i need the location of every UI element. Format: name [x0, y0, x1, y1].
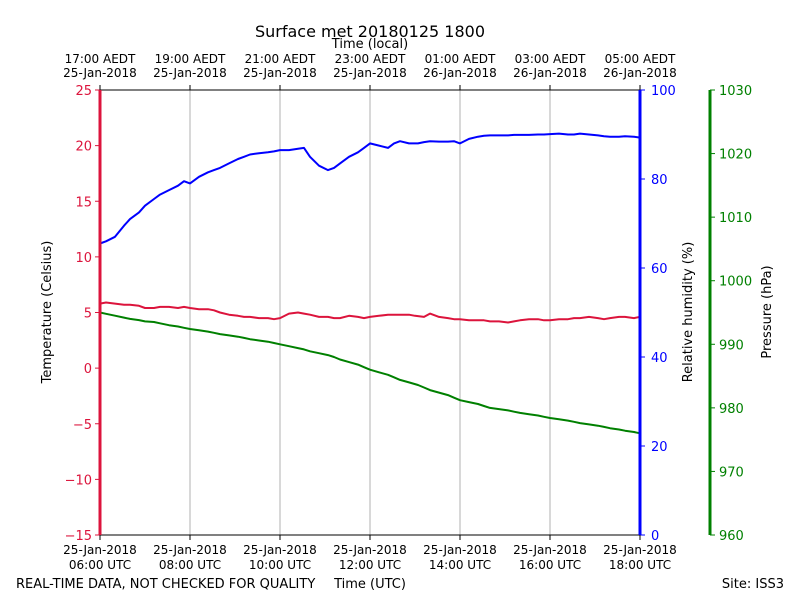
- top-tick-time: 17:00 AEDT: [65, 52, 136, 66]
- temperature-axis-label: Temperature (Celsius): [40, 241, 55, 385]
- bottom-tick-date: 25-Jan-2018: [333, 543, 407, 557]
- bottom-tick-date: 25-Jan-2018: [423, 543, 497, 557]
- site-label: Site: ISS3: [722, 577, 784, 592]
- humidity-axis-label: Relative humidity (%): [681, 242, 696, 383]
- x-axis-label: Time (UTC): [333, 577, 406, 592]
- humidity-tick-label: 0: [651, 529, 659, 544]
- axes: 25 20 15 10 5 0 −5 −10 −15 100 80 60 40 20 0 1030 1020 10…: [65, 84, 753, 544]
- series-layer: [99, 132, 641, 435]
- humidity-tick-label: 40: [651, 351, 668, 366]
- top-tick-date: 26-Jan-2018: [423, 66, 497, 80]
- temperature-tick-label: 15: [75, 195, 92, 210]
- bottom-tick-date: 25-Jan-2018: [243, 543, 317, 557]
- top-tick-date: 25-Jan-2018: [63, 66, 137, 80]
- temperature-tick-label: −10: [65, 473, 92, 488]
- temperature-tick-label: 20: [75, 140, 92, 155]
- top-tick-date: 25-Jan-2018: [153, 66, 227, 80]
- top-tick-time: 19:00 AEDT: [155, 52, 226, 66]
- pressure-tick-label: 1000: [719, 275, 752, 290]
- top-tick-time: 03:00 AEDT: [515, 52, 586, 66]
- humidity-tick-label: 80: [651, 173, 668, 188]
- bottom-tick-date: 25-Jan-2018: [513, 543, 587, 557]
- quality-disclaimer: REAL-TIME DATA, NOT CHECKED FOR QUALITY: [16, 577, 315, 592]
- temperature-tick-label: 10: [75, 251, 92, 266]
- pressure-tick-label: 1030: [719, 84, 752, 99]
- temperature-tick-label: 25: [75, 84, 92, 99]
- temperature-tick-label: −15: [65, 529, 92, 544]
- pressure-tick-label: 1020: [719, 148, 752, 163]
- top-tick-time: 05:00 AEDT: [605, 52, 676, 66]
- temperature-tick-label: −5: [73, 418, 92, 433]
- top-tick-time: 21:00 AEDT: [245, 52, 316, 66]
- bottom-tick-time: 08:00 UTC: [159, 558, 221, 572]
- pressure-tick-label: 980: [719, 402, 744, 417]
- bottom-tick-date: 25-Jan-2018: [603, 543, 677, 557]
- grid-lines: [189, 90, 551, 535]
- humidity-tick-label: 60: [651, 262, 668, 277]
- humidity-tick-label: 100: [651, 84, 676, 99]
- bottom-tick-time: 10:00 UTC: [249, 558, 311, 572]
- humidity-tick-label: 20: [651, 440, 668, 455]
- bottom-tick-time: 06:00 UTC: [69, 558, 131, 572]
- top-axis-label: Time (local): [331, 37, 408, 52]
- pressure-tick-label: 960: [719, 529, 744, 544]
- pressure-tick-label: 990: [719, 338, 744, 353]
- bottom-tick-time: 16:00 UTC: [519, 558, 581, 572]
- chart-title: Surface met 20180125 1800: [255, 22, 485, 41]
- bottom-tick-date: 25-Jan-2018: [63, 543, 137, 557]
- top-tick-date: 26-Jan-2018: [603, 66, 677, 80]
- bottom-tick-date: 25-Jan-2018: [153, 543, 227, 557]
- top-tick-date: 25-Jan-2018: [243, 66, 317, 80]
- top-tick-date: 25-Jan-2018: [333, 66, 407, 80]
- bottom-tick-time: 14:00 UTC: [429, 558, 491, 572]
- top-tick-date: 26-Jan-2018: [513, 66, 587, 80]
- top-tick-time: 23:00 AEDT: [335, 52, 406, 66]
- pressure-tick-label: 1010: [719, 211, 752, 226]
- temperature-line: [99, 301, 641, 324]
- temperature-tick-label: 5: [84, 307, 92, 322]
- bottom-tick-time: 12:00 UTC: [339, 558, 401, 572]
- temperature-tick-label: 0: [84, 362, 92, 377]
- bottom-tick-time: 18:00 UTC: [609, 558, 671, 572]
- pressure-axis-label: Pressure (hPa): [760, 265, 775, 358]
- top-tick-time: 01:00 AEDT: [425, 52, 496, 66]
- pressure-tick-label: 970: [719, 465, 744, 480]
- pressure-line: [99, 311, 641, 435]
- relative-humidity-line: [99, 132, 641, 245]
